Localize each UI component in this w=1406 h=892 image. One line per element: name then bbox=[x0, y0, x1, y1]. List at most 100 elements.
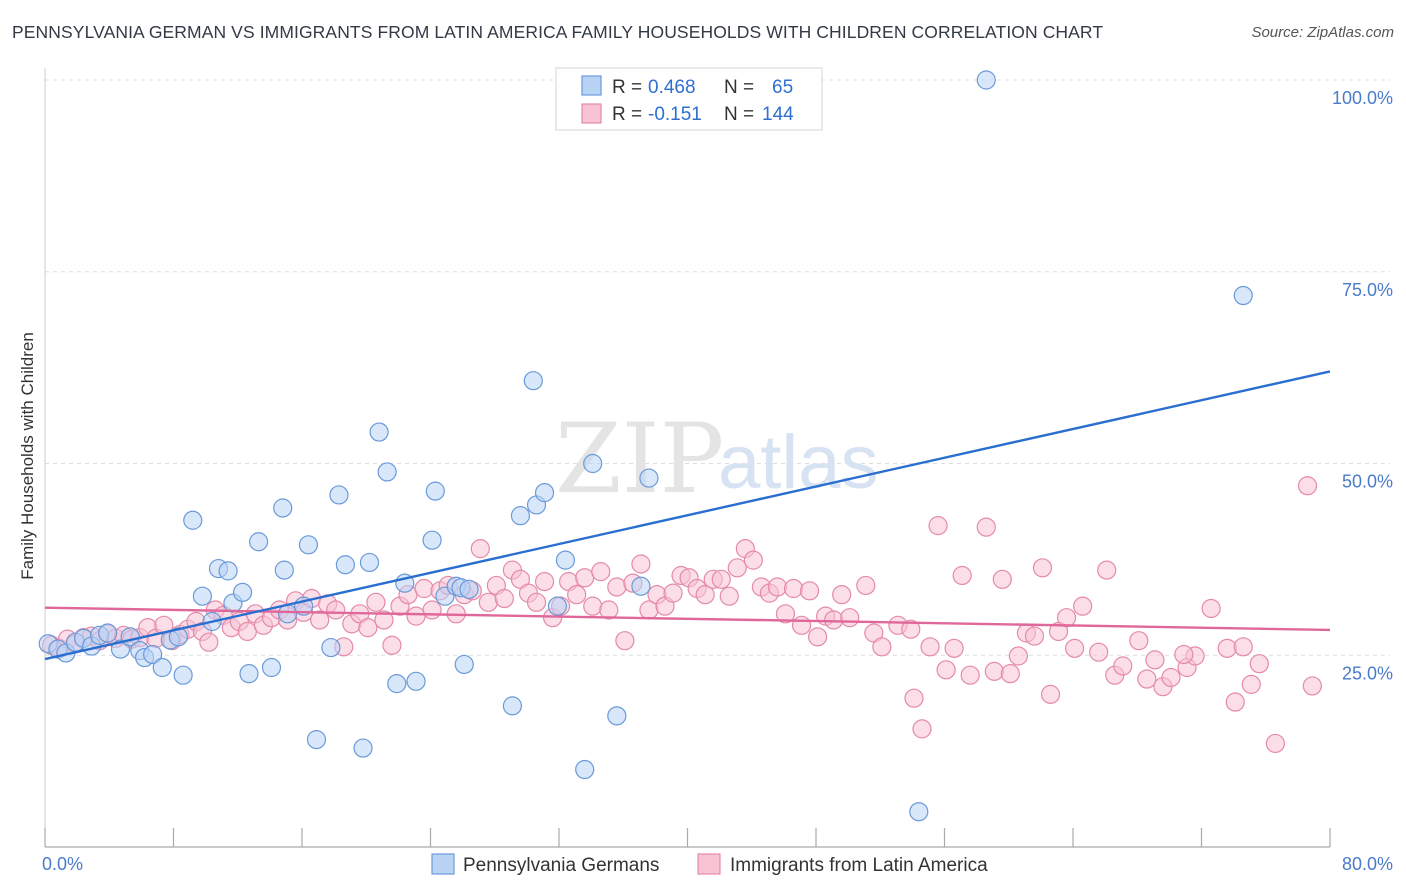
point-pennsylvania-germans bbox=[173, 665, 193, 685]
series-immigrants-latin-america bbox=[41, 476, 1322, 754]
point-immigrants-latin-america bbox=[1233, 637, 1253, 657]
point-pennsylvania-germans bbox=[425, 481, 445, 501]
point-pennsylvania-germans bbox=[607, 706, 627, 726]
legend-r-value-pink: -0.151 bbox=[648, 104, 702, 125]
legend-n-value-blue: 65 bbox=[772, 77, 793, 98]
point-immigrants-latin-america bbox=[422, 600, 442, 620]
point-immigrants-latin-america bbox=[1174, 644, 1194, 665]
y-tick-label: 25.0% bbox=[1342, 663, 1393, 683]
point-immigrants-latin-america bbox=[534, 572, 555, 592]
point-immigrants-latin-america bbox=[920, 637, 940, 657]
point-pennsylvania-germans bbox=[406, 671, 426, 691]
point-immigrants-latin-america bbox=[237, 621, 257, 642]
legend-swatch-blue bbox=[581, 75, 602, 96]
legend-r-label-pink: R = bbox=[612, 104, 642, 125]
point-immigrants-latin-america bbox=[743, 550, 763, 570]
series-legend-swatch-pink bbox=[697, 853, 721, 875]
point-pennsylvania-germans bbox=[359, 552, 380, 573]
trend-lines bbox=[44, 370, 1331, 661]
watermark-zip: ZIP bbox=[555, 403, 724, 515]
point-immigrants-latin-america bbox=[1129, 631, 1149, 651]
point-immigrants-latin-america bbox=[526, 592, 547, 612]
point-immigrants-latin-america bbox=[1056, 608, 1077, 628]
point-immigrants-latin-america bbox=[976, 517, 996, 537]
point-immigrants-latin-america bbox=[366, 592, 386, 612]
point-immigrants-latin-america bbox=[783, 578, 804, 599]
point-immigrants-latin-america bbox=[840, 608, 860, 628]
point-immigrants-latin-america bbox=[944, 638, 964, 658]
point-pennsylvania-germans bbox=[387, 674, 407, 694]
point-pennsylvania-germans bbox=[353, 738, 373, 758]
point-immigrants-latin-america bbox=[799, 581, 820, 601]
point-pennsylvania-germans bbox=[232, 582, 253, 602]
point-immigrants-latin-america bbox=[326, 600, 346, 620]
legend-swatch-pink bbox=[581, 103, 602, 124]
point-immigrants-latin-america bbox=[1297, 476, 1318, 496]
point-pennsylvania-germans bbox=[369, 422, 389, 442]
point-pennsylvania-germans bbox=[335, 555, 355, 575]
point-immigrants-latin-america bbox=[382, 635, 402, 655]
watermark: ZIP atlas bbox=[555, 403, 879, 515]
x-tick-label: 0.0% bbox=[42, 854, 83, 874]
point-pennsylvania-germans bbox=[422, 530, 442, 550]
point-immigrants-latin-america bbox=[1024, 626, 1045, 646]
point-immigrants-latin-america bbox=[663, 583, 683, 603]
legend-n-value-pink: 144 bbox=[762, 104, 794, 125]
point-pennsylvania-germans bbox=[274, 560, 294, 580]
point-immigrants-latin-america bbox=[1032, 558, 1053, 578]
point-pennsylvania-germans bbox=[454, 654, 474, 675]
y-tick-label: 50.0% bbox=[1342, 472, 1393, 492]
point-pennsylvania-germans bbox=[534, 483, 555, 503]
point-immigrants-latin-america bbox=[199, 632, 219, 652]
point-immigrants-latin-america bbox=[856, 575, 876, 596]
point-pennsylvania-germans bbox=[1233, 285, 1253, 306]
point-pennsylvania-germans bbox=[909, 802, 929, 822]
point-pennsylvania-germans bbox=[306, 730, 327, 750]
point-pennsylvania-germans bbox=[547, 596, 567, 616]
point-pennsylvania-germans bbox=[510, 506, 531, 526]
y-tick-labels: 25.0% 50.0% 75.0% 100.0% bbox=[1332, 88, 1393, 683]
point-pennsylvania-germans bbox=[502, 696, 523, 716]
point-immigrants-latin-america bbox=[478, 592, 498, 612]
point-pennsylvania-germans bbox=[98, 623, 118, 643]
point-pennsylvania-germans bbox=[273, 498, 293, 518]
y-axis-label: Family Households with Children bbox=[18, 332, 37, 580]
point-immigrants-latin-america bbox=[791, 615, 812, 635]
point-pennsylvania-germans bbox=[183, 510, 203, 530]
point-immigrants-latin-america bbox=[775, 604, 796, 624]
point-immigrants-latin-america bbox=[824, 610, 844, 630]
point-immigrants-latin-america bbox=[1225, 692, 1245, 712]
point-pennsylvania-germans bbox=[277, 604, 298, 624]
point-pennsylvania-germans bbox=[143, 644, 163, 665]
point-immigrants-latin-america bbox=[599, 600, 619, 620]
point-pennsylvania-germans bbox=[218, 561, 238, 581]
point-pennsylvania-germans bbox=[329, 485, 349, 505]
point-immigrants-latin-america bbox=[1008, 646, 1028, 666]
point-pennsylvania-germans bbox=[555, 550, 576, 570]
point-immigrants-latin-america bbox=[1000, 664, 1020, 684]
point-pennsylvania-germans bbox=[976, 70, 996, 90]
point-immigrants-latin-america bbox=[583, 596, 603, 616]
series-legend-swatch-blue bbox=[431, 853, 455, 875]
point-pennsylvania-germans bbox=[459, 579, 479, 599]
point-immigrants-latin-america bbox=[1073, 596, 1093, 616]
chart-title: PENNSYLVANIA GERMAN VS IMMIGRANTS FROM L… bbox=[12, 22, 1104, 42]
point-immigrants-latin-america bbox=[494, 588, 514, 609]
point-immigrants-latin-america bbox=[1161, 667, 1181, 688]
point-immigrants-latin-america bbox=[928, 516, 948, 536]
point-immigrants-latin-america bbox=[615, 631, 635, 651]
point-pennsylvania-germans bbox=[321, 637, 341, 658]
point-pennsylvania-germans bbox=[575, 759, 595, 780]
point-immigrants-latin-america bbox=[1241, 674, 1261, 694]
point-pennsylvania-germans bbox=[377, 462, 397, 482]
x-tick-labels: 0.0% 80.0% bbox=[42, 854, 1393, 874]
x-tick-label: 80.0% bbox=[1342, 854, 1393, 874]
stats-legend: R = 0.468 N = 65 R = -0.151 N = 144 bbox=[555, 67, 823, 131]
axes bbox=[44, 68, 1331, 848]
point-pennsylvania-germans bbox=[523, 371, 543, 391]
point-immigrants-latin-america bbox=[695, 585, 715, 605]
point-immigrants-latin-america bbox=[912, 719, 932, 739]
point-pennsylvania-germans bbox=[239, 664, 259, 684]
series-legend-label-blue: Pennsylvania Germans bbox=[463, 855, 659, 876]
